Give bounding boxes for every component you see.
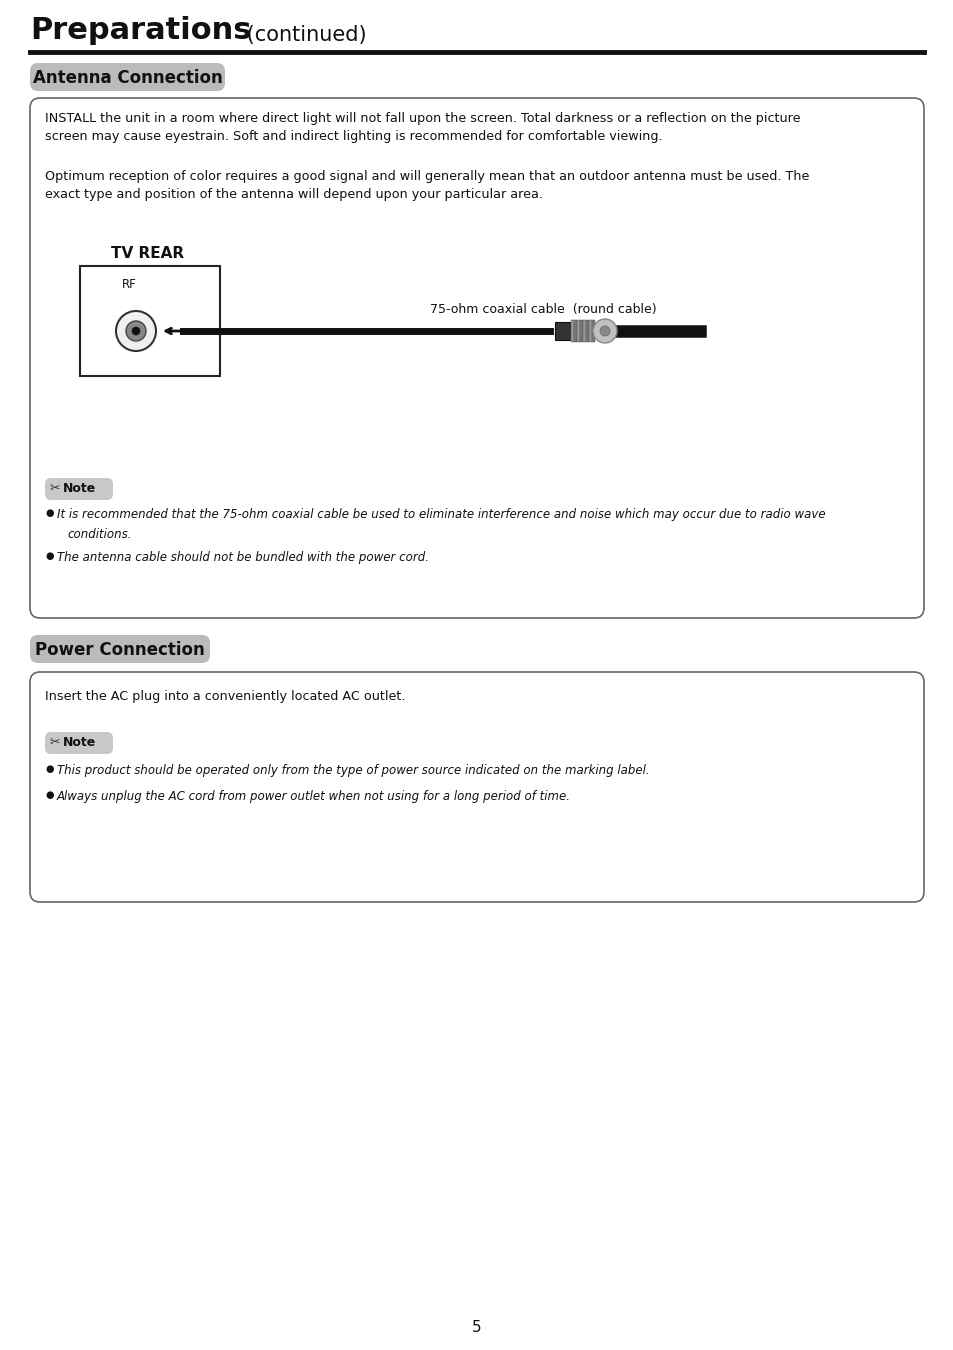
- Bar: [592, 320, 595, 342]
- FancyBboxPatch shape: [30, 672, 923, 902]
- FancyBboxPatch shape: [45, 478, 112, 500]
- Text: INSTALL the unit in a room where direct light will not fall upon the screen. Tot: INSTALL the unit in a room where direct …: [45, 112, 800, 143]
- Bar: [571, 320, 574, 342]
- Bar: [579, 320, 582, 342]
- Text: ●: ●: [45, 790, 53, 801]
- Bar: [80, 266, 220, 377]
- Text: It is recommended that the 75-ohm coaxial cable be used to eliminate interferenc: It is recommended that the 75-ohm coaxia…: [57, 508, 824, 521]
- Bar: [585, 320, 588, 342]
- Text: ✂: ✂: [49, 482, 59, 495]
- Text: conditions.: conditions.: [67, 528, 132, 541]
- Circle shape: [116, 310, 156, 351]
- FancyBboxPatch shape: [30, 63, 225, 90]
- Text: ●: ●: [45, 551, 53, 562]
- Text: Insert the AC plug into a conveniently located AC outlet.: Insert the AC plug into a conveniently l…: [45, 690, 405, 703]
- Circle shape: [599, 325, 609, 336]
- Bar: [588, 320, 592, 342]
- Text: (continued): (continued): [240, 26, 366, 45]
- Circle shape: [593, 319, 617, 343]
- Text: This product should be operated only from the type of power source indicated on : This product should be operated only fro…: [57, 764, 649, 778]
- FancyBboxPatch shape: [45, 732, 112, 755]
- Text: Antenna Connection: Antenna Connection: [32, 69, 222, 86]
- Circle shape: [132, 327, 140, 335]
- Text: ✂: ✂: [49, 737, 59, 749]
- Text: Note: Note: [63, 737, 96, 749]
- Bar: [582, 320, 585, 342]
- Text: Always unplug the AC cord from power outlet when not using for a long period of : Always unplug the AC cord from power out…: [57, 790, 571, 803]
- Circle shape: [126, 321, 146, 342]
- Text: Note: Note: [63, 482, 96, 495]
- Text: 75-ohm coaxial cable  (round cable): 75-ohm coaxial cable (round cable): [430, 302, 656, 316]
- Bar: [574, 320, 577, 342]
- FancyBboxPatch shape: [30, 99, 923, 618]
- Text: The antenna cable should not be bundled with the power cord.: The antenna cable should not be bundled …: [57, 551, 429, 564]
- Text: Optimum reception of color requires a good signal and will generally mean that a: Optimum reception of color requires a go…: [45, 170, 808, 201]
- Text: RF: RF: [122, 278, 136, 292]
- Text: ●: ●: [45, 764, 53, 774]
- Bar: [577, 320, 579, 342]
- FancyBboxPatch shape: [30, 634, 210, 663]
- Text: Power Connection: Power Connection: [35, 641, 205, 659]
- Text: 5: 5: [472, 1320, 481, 1335]
- Text: ●: ●: [45, 508, 53, 518]
- Text: Preparations: Preparations: [30, 16, 252, 45]
- Bar: [555, 323, 571, 340]
- Text: TV REAR: TV REAR: [112, 246, 184, 261]
